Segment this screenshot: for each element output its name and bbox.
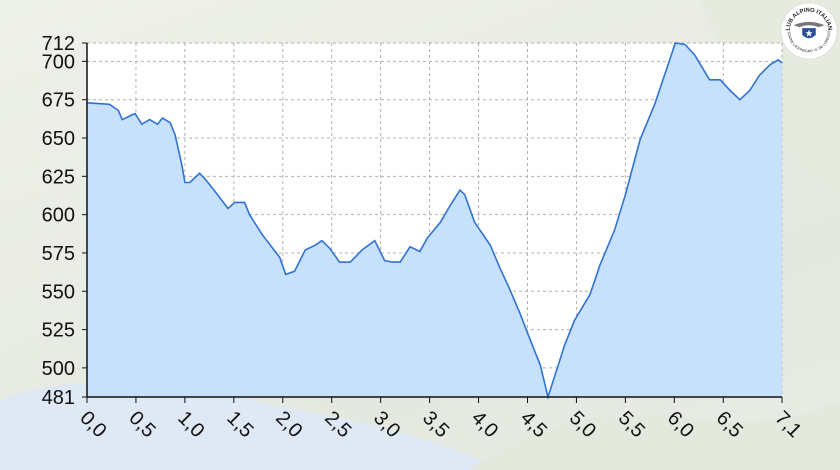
y-tick-label: 650: [42, 128, 75, 150]
sea-area: [0, 382, 500, 470]
x-axis-ticks: 0,0 0,5 1,0 1,5 2,0 2,5 3,0 3,5 4,0 4,5 5,0 5,5 6,0 6…: [75, 397, 806, 442]
x-tick-label: 0,5: [124, 407, 159, 442]
x-tick-label: 0,0: [75, 407, 110, 442]
x-tick-label: 6,5: [712, 407, 747, 442]
y-tick-label: 675: [42, 90, 75, 112]
y-tick-label: 700: [42, 51, 75, 73]
elevation-line: [86, 42, 783, 400]
axes: [86, 43, 782, 398]
y-tick-label: 525: [42, 320, 75, 342]
x-tick-label: 2,0: [271, 407, 306, 442]
x-tick-label: 7,1: [770, 407, 805, 442]
y-tick-label: 481: [42, 387, 75, 409]
y-tick-label: 500: [42, 358, 75, 380]
y-tick-label: 625: [42, 166, 75, 188]
x-tick-label: 2,5: [320, 407, 355, 442]
land-area: [470, 400, 840, 470]
x-tick-label: 3,0: [369, 407, 404, 442]
y-tick-label: 550: [42, 281, 75, 303]
x-tick-label: 1,0: [173, 407, 208, 442]
y-tick-label: 575: [42, 243, 75, 265]
x-tick-label: 4,5: [516, 407, 551, 442]
y-tick-label: 712: [42, 33, 75, 55]
club-alpino-italiano-logo: CLUB ALPINO ITALIANO SEZIONE LAGONEGRO "…: [780, 2, 838, 60]
x-tick-label: 4,0: [467, 407, 502, 442]
x-tick-label: 1,5: [222, 407, 257, 442]
y-tick-label: 600: [42, 205, 75, 227]
x-tick-label: 3,5: [418, 407, 453, 442]
x-tick-label: 6,0: [663, 407, 698, 442]
elevation-area: [87, 43, 782, 397]
x-tick-label: 5,5: [614, 407, 649, 442]
x-tick-label: 5,0: [565, 407, 600, 442]
